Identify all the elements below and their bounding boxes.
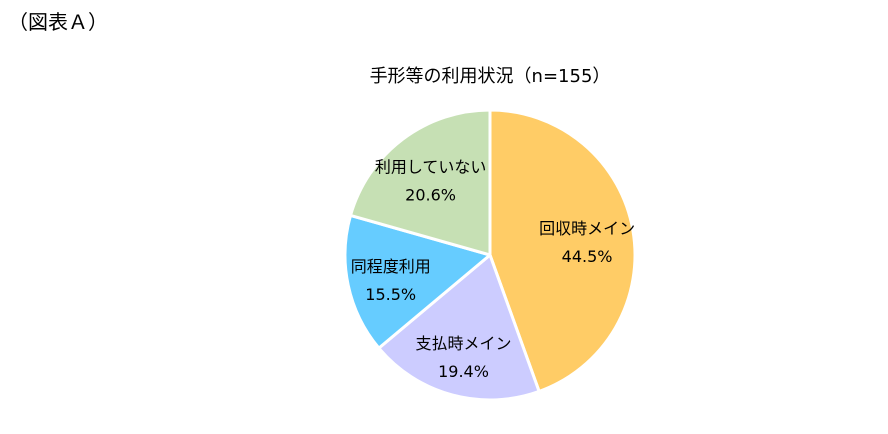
slice-category-label: 同程度利用 <box>351 257 431 276</box>
slice-value-label: 15.5% <box>365 285 416 304</box>
slice-value-label: 44.5% <box>562 247 613 266</box>
pie-slice-1 <box>488 108 637 393</box>
pie-slice-2 <box>377 253 541 402</box>
pie-slices <box>343 108 637 402</box>
slice-value-label: 19.4% <box>438 362 489 381</box>
slice-category-label: 利用していない <box>375 157 487 176</box>
chart-title: 手形等の利用状況（n=155） <box>369 66 611 87</box>
slice-category-label: 回収時メイン <box>539 219 635 238</box>
pie-slice-3 <box>343 213 492 350</box>
slice-value-label: 20.6% <box>405 185 456 204</box>
slice-category-label: 支払時メイン <box>415 334 511 353</box>
pie-slice-4 <box>349 108 492 257</box>
pie-labels: 回収時メイン 44.5% 支払時メイン 19.4% 同程度利用 15.5% 利用していない 2… <box>351 157 635 381</box>
figure-label: （図表Ａ） <box>8 10 108 34</box>
